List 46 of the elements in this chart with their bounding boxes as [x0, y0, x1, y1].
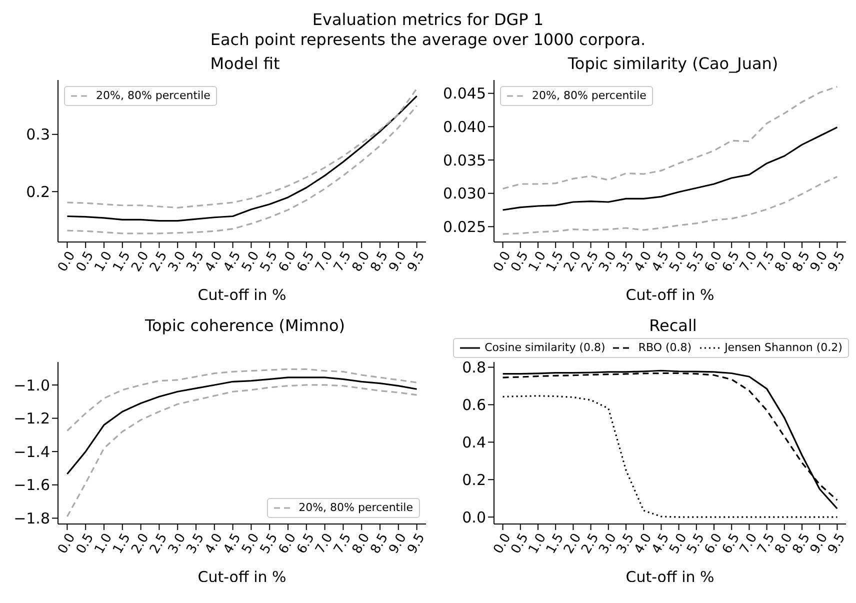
legend-label: Jensen Shannon (0.2): [724, 340, 842, 356]
line-series: [66, 384, 418, 518]
y-tick-label: 0.035: [443, 151, 486, 170]
line-series: [502, 86, 838, 190]
y-tick-label: 0.030: [443, 184, 486, 203]
legend-label: 20%, 80% percentile: [298, 500, 413, 516]
legend-label: Cosine similarity (0.8): [484, 340, 606, 356]
y-tick-label: 0.2: [462, 470, 486, 489]
y-tick-label: 0.0: [462, 508, 486, 526]
x-tick-label: 9.5: [404, 531, 428, 557]
y-tick-label: 0.045: [443, 84, 486, 103]
chart-title: Model fit: [209, 54, 281, 75]
x-axis-title: Cut-off in %: [626, 286, 714, 304]
text: Evaluation metrics for DGP 1: [311, 10, 545, 30]
y-tick-label: −1.8: [14, 510, 50, 528]
line-series: [66, 376, 418, 475]
x-tick-label: 9.5: [825, 531, 849, 557]
text: Each point represents the average over 1000 corpora.: [209, 30, 647, 50]
chart-title: Recall: [648, 316, 698, 337]
legend-label: 20%, 80% percentile: [96, 88, 210, 104]
y-tick-label: 0.2: [26, 182, 50, 201]
line-series: [502, 126, 838, 211]
y-tick-label: −1.6: [14, 476, 50, 494]
line-series: [66, 104, 418, 234]
y-tick-label: 0.8: [462, 358, 486, 377]
legend-label: RBO (0.8): [638, 340, 692, 356]
y-tick-label: 0.025: [443, 218, 486, 236]
y-tick-label: 0.4: [462, 433, 486, 452]
y-tick-label: −1.4: [14, 442, 50, 461]
y-tick-label: 0.3: [26, 126, 50, 144]
line-series: [66, 88, 418, 208]
line-series: [502, 176, 838, 235]
legend-label: 20%, 80% percentile: [532, 88, 646, 104]
y-tick-label: 0.6: [462, 396, 486, 414]
y-tick-label: 0.040: [443, 118, 486, 136]
line-series: [66, 368, 418, 432]
line-series: [502, 395, 838, 518]
chart-title: Topic similarity (Cao_Juan): [566, 54, 780, 75]
y-tick-label: −1.2: [14, 410, 50, 428]
x-tick-label: 9.5: [404, 249, 428, 275]
x-axis-title: Cut-off in %: [198, 568, 286, 586]
x-axis-title: Cut-off in %: [198, 286, 286, 304]
y-tick-label: −1.0: [14, 376, 50, 394]
x-axis-title: Cut-off in %: [626, 568, 714, 586]
chart-title: Topic coherence (Mimno): [144, 316, 346, 337]
x-tick-label: 9.5: [825, 249, 849, 275]
